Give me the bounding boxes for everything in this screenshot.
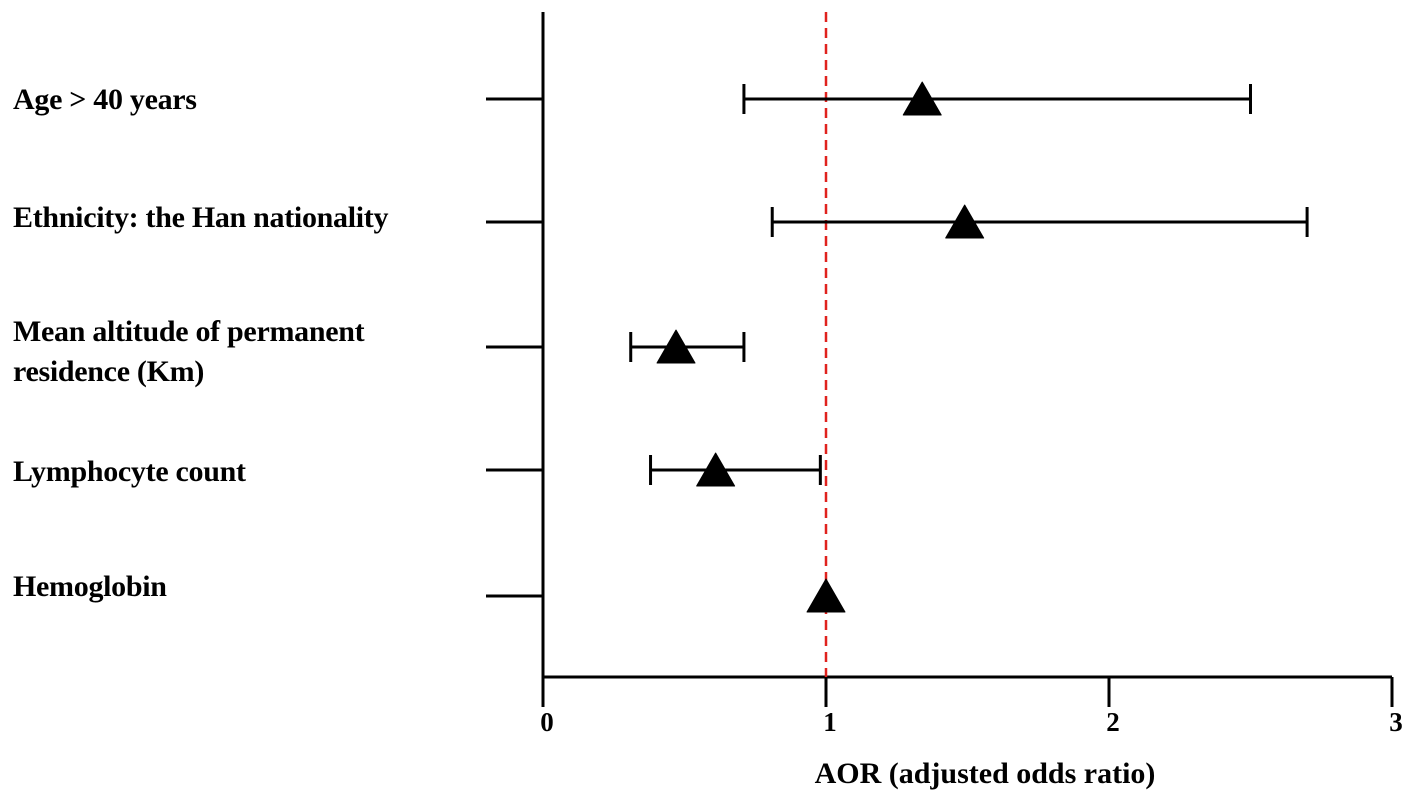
row-label: Mean altitude of permanent residence (Km… <box>13 315 365 388</box>
x-tick-label: 0 <box>540 707 554 737</box>
axes <box>486 12 1394 707</box>
x-tick-label: 3 <box>1389 707 1403 737</box>
estimate-triangle <box>656 329 696 364</box>
x-axis-label: AOR (adjusted odds ratio) <box>814 757 1156 790</box>
x-tick-label: 2 <box>1106 707 1120 737</box>
estimate-triangle <box>945 204 985 239</box>
x-tick-label: 1 <box>823 707 837 737</box>
row-label: Ethnicity: the Han nationality <box>13 201 389 234</box>
row-label: Lymphocyte count <box>13 455 246 488</box>
plot-marks <box>629 12 1309 677</box>
estimate-triangle <box>902 81 942 116</box>
row-label: Hemoglobin <box>13 570 167 603</box>
estimate-triangle <box>696 452 736 487</box>
row-label: Age > 40 years <box>13 83 197 116</box>
estimate-triangle <box>806 578 846 613</box>
